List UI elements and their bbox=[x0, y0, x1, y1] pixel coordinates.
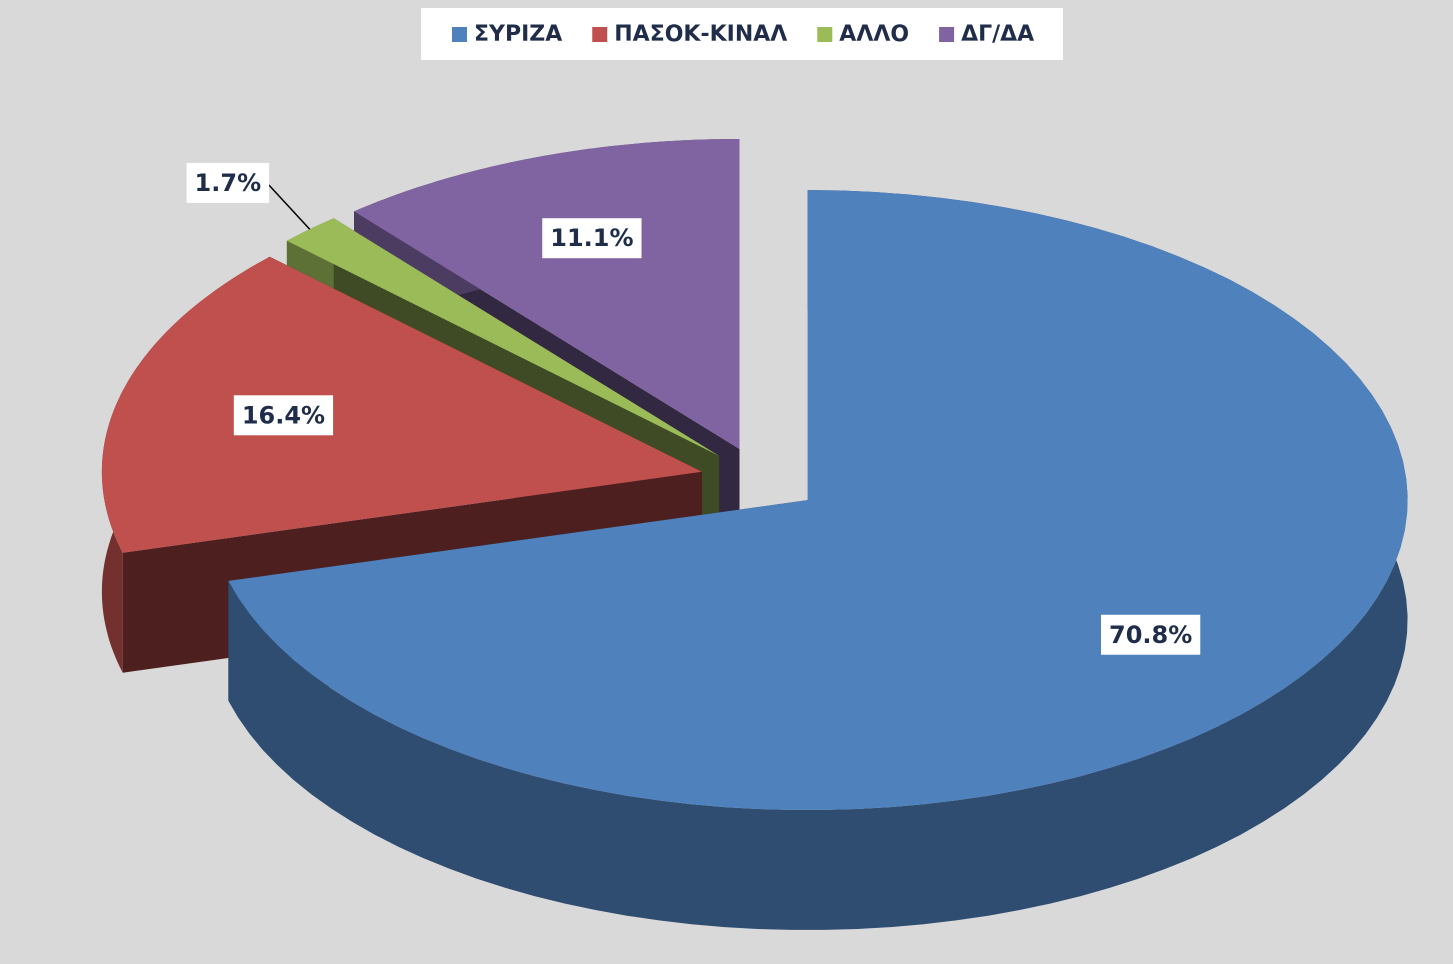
data-label: 1.7% bbox=[195, 169, 262, 197]
label-box bbox=[233, 395, 334, 436]
legend-swatch bbox=[592, 27, 608, 42]
label-box bbox=[1101, 614, 1201, 655]
label-box bbox=[186, 162, 270, 203]
slice bbox=[286, 218, 720, 456]
data-label: 11.1% bbox=[550, 224, 633, 252]
legend-label: ΔΓ/ΔΑ bbox=[961, 22, 1034, 47]
legend-label: ΣΥΡΙΖΑ bbox=[474, 22, 562, 47]
legend-swatch bbox=[452, 27, 467, 42]
pie-labels: 70.8% 16.4% 1.7% 11.1% bbox=[186, 162, 1201, 655]
leader-line bbox=[267, 183, 311, 230]
data-label: 16.4% bbox=[242, 401, 325, 429]
legend-label: ΑΛΛΟ bbox=[839, 22, 909, 47]
label-box bbox=[542, 218, 642, 259]
slice bbox=[228, 190, 1408, 810]
slice bbox=[354, 139, 740, 449]
slice bbox=[101, 256, 702, 553]
pie-tops bbox=[101, 139, 1408, 810]
legend-swatch bbox=[817, 27, 833, 42]
legend-box bbox=[421, 8, 1063, 60]
data-label: 70.8% bbox=[1109, 621, 1192, 649]
legend-label: ΠΑΣΟΚ-ΚΙΝΑΛ bbox=[614, 22, 787, 47]
legend-swatch bbox=[939, 27, 955, 42]
